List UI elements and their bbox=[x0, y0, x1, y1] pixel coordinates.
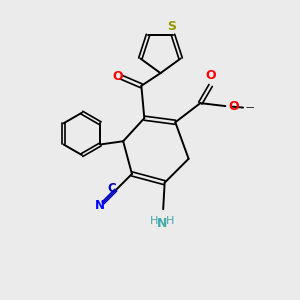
Text: N: N bbox=[94, 199, 105, 212]
Text: O: O bbox=[205, 69, 216, 82]
Text: O: O bbox=[228, 100, 239, 112]
Text: C: C bbox=[107, 182, 116, 195]
Text: —: — bbox=[245, 103, 254, 112]
Text: S: S bbox=[167, 20, 176, 33]
Text: N: N bbox=[157, 217, 167, 230]
Text: H: H bbox=[150, 216, 158, 226]
Text: O: O bbox=[112, 70, 122, 83]
Text: H: H bbox=[166, 216, 174, 226]
